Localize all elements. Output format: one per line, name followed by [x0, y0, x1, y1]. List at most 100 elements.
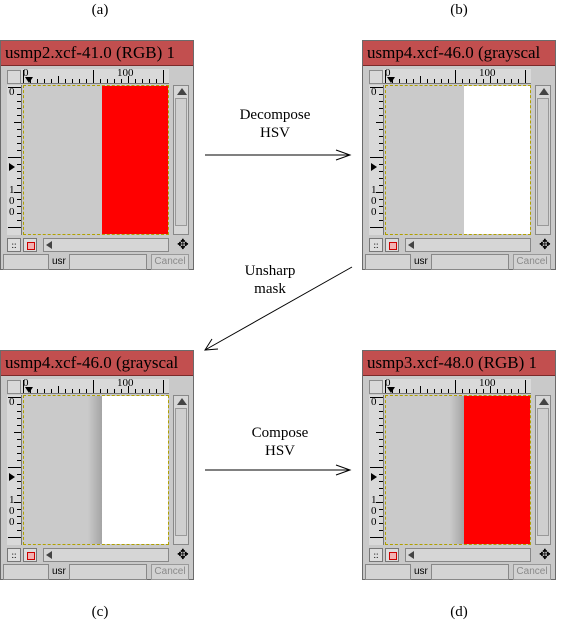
image-canvas[interactable] [23, 395, 169, 545]
hruler-label-0: 0 [385, 377, 391, 389]
vruler-tick [379, 108, 383, 109]
vruler-tick [379, 199, 383, 200]
cancel-button[interactable]: Cancel [151, 254, 189, 270]
hruler-pointer-marker [25, 77, 33, 83]
quickmask-icon[interactable]: :: [369, 548, 383, 562]
scroll-left-icon[interactable] [46, 551, 52, 559]
quickmask-icon[interactable]: :: [7, 238, 21, 252]
hruler-tick [462, 389, 463, 393]
vertical-ruler[interactable]: 0 1 0 0 [7, 85, 22, 235]
scroll-up-icon[interactable] [177, 398, 187, 405]
vertical-scroll-thumb[interactable] [175, 408, 187, 536]
right-region [102, 396, 168, 544]
horizontal-ruler[interactable]: 0 100 [383, 377, 531, 394]
navigate-icon[interactable]: ✥ [177, 548, 189, 563]
vruler-tick [376, 502, 383, 503]
vruler-tick [370, 397, 383, 398]
window-titlebar[interactable]: usmp4.xcf-46.0 (grayscal [363, 41, 555, 66]
window-titlebar[interactable]: usmp3.xcf-48.0 (RGB) 1 [363, 351, 555, 376]
scroll-up-icon[interactable] [539, 88, 549, 95]
quickmask-toggle-button[interactable] [23, 238, 37, 252]
hruler-tick [121, 79, 122, 83]
scroll-left-icon[interactable] [408, 551, 414, 559]
vruler-tick [17, 411, 21, 412]
vertical-scroll-thumb[interactable] [537, 408, 549, 536]
hruler-tick [128, 76, 129, 83]
hruler-tick [525, 380, 526, 393]
unsharp-line1: Unsharp [244, 263, 296, 279]
image-window-3[interactable]: usmp3.xcf-48.0 (RGB) 1 0 100 0 1 0 0 :: … [362, 350, 556, 580]
cancel-button[interactable]: Cancel [513, 564, 551, 580]
scroll-left-icon[interactable] [408, 241, 414, 249]
ruler-corner[interactable] [369, 70, 383, 84]
ruler-corner[interactable] [7, 70, 21, 84]
vruler-tick [17, 481, 21, 482]
vertical-ruler[interactable]: 0 1 0 0 [369, 85, 384, 235]
vertical-scroll-thumb[interactable] [175, 98, 187, 226]
coordinates-field [3, 564, 49, 580]
horizontal-scrollbar[interactable] [405, 548, 531, 562]
image-canvas[interactable] [385, 395, 531, 545]
decompose-line2: HSV [259, 125, 290, 141]
cancel-button[interactable]: Cancel [513, 254, 551, 270]
navigate-icon[interactable]: ✥ [539, 548, 551, 563]
vruler-label-0c: 0 [371, 516, 377, 528]
image-canvas[interactable] [23, 85, 169, 235]
quickmask-icon[interactable]: :: [7, 548, 21, 562]
unit-label: usr [414, 566, 428, 577]
image-window-0[interactable]: usmp2.xcf-41.0 (RGB) 1 0 100 0 1 0 0 :: … [0, 40, 194, 270]
vruler-tick [370, 537, 383, 538]
quickmask-toggle-button[interactable] [385, 548, 399, 562]
vruler-tick [17, 220, 21, 221]
vruler-label-1: 1 [371, 184, 377, 196]
status-bar: usr Cancel [365, 253, 553, 270]
hruler-tick [385, 70, 386, 83]
right-region [464, 86, 530, 234]
horizontal-scrollbar[interactable] [43, 238, 169, 252]
vertical-scrollbar[interactable] [535, 85, 551, 235]
cancel-button[interactable]: Cancel [151, 564, 189, 580]
image-canvas[interactable] [385, 85, 531, 235]
vertical-ruler[interactable]: 0 1 0 0 [7, 395, 22, 545]
window-titlebar[interactable]: usmp4.xcf-46.0 (grayscal [1, 351, 193, 376]
image-window-2[interactable]: usmp4.xcf-46.0 (grayscal 0 100 0 1 0 0 :… [0, 350, 194, 580]
vruler-tick [17, 164, 21, 165]
horizontal-ruler[interactable]: 0 100 [21, 67, 169, 84]
vertical-scroll-thumb[interactable] [537, 98, 549, 226]
vruler-tick [379, 509, 383, 510]
hruler-tick [406, 79, 407, 83]
hruler-tick [441, 389, 442, 393]
ruler-corner[interactable] [7, 380, 21, 394]
hruler-tick [490, 386, 491, 393]
quickmask-toggle-button[interactable] [23, 548, 37, 562]
quickmask-toggle-button[interactable] [385, 238, 399, 252]
horizontal-ruler[interactable]: 0 100 [383, 67, 531, 84]
vruler-tick [14, 192, 21, 193]
vertical-scrollbar[interactable] [535, 395, 551, 545]
window-titlebar[interactable]: usmp2.xcf-41.0 (RGB) 1 [1, 41, 193, 66]
hruler-tick [93, 70, 94, 83]
vruler-tick [379, 136, 383, 137]
navigate-icon[interactable]: ✥ [539, 238, 551, 253]
hruler-tick [413, 389, 414, 393]
vertical-ruler[interactable]: 0 1 0 0 [369, 395, 384, 545]
scroll-up-icon[interactable] [539, 398, 549, 405]
scroll-up-icon[interactable] [177, 88, 187, 95]
ruler-corner[interactable] [369, 380, 383, 394]
vruler-tick [17, 418, 21, 419]
vruler-tick [8, 87, 21, 88]
quickmask-icon[interactable]: :: [369, 238, 383, 252]
vruler-tick [17, 136, 21, 137]
vertical-scrollbar[interactable] [173, 85, 189, 235]
vertical-scrollbar[interactable] [173, 395, 189, 545]
horizontal-scrollbar[interactable] [405, 238, 531, 252]
hruler-tick [490, 76, 491, 83]
horizontal-scrollbar[interactable] [43, 548, 169, 562]
horizontal-ruler[interactable]: 0 100 [21, 377, 169, 394]
vruler-pointer-marker [371, 473, 377, 481]
navigate-icon[interactable]: ✥ [177, 238, 189, 253]
image-window-1[interactable]: usmp4.xcf-46.0 (grayscal 0 100 0 1 0 0 :… [362, 40, 556, 270]
scroll-left-icon[interactable] [46, 241, 52, 249]
hruler-tick [114, 79, 115, 83]
